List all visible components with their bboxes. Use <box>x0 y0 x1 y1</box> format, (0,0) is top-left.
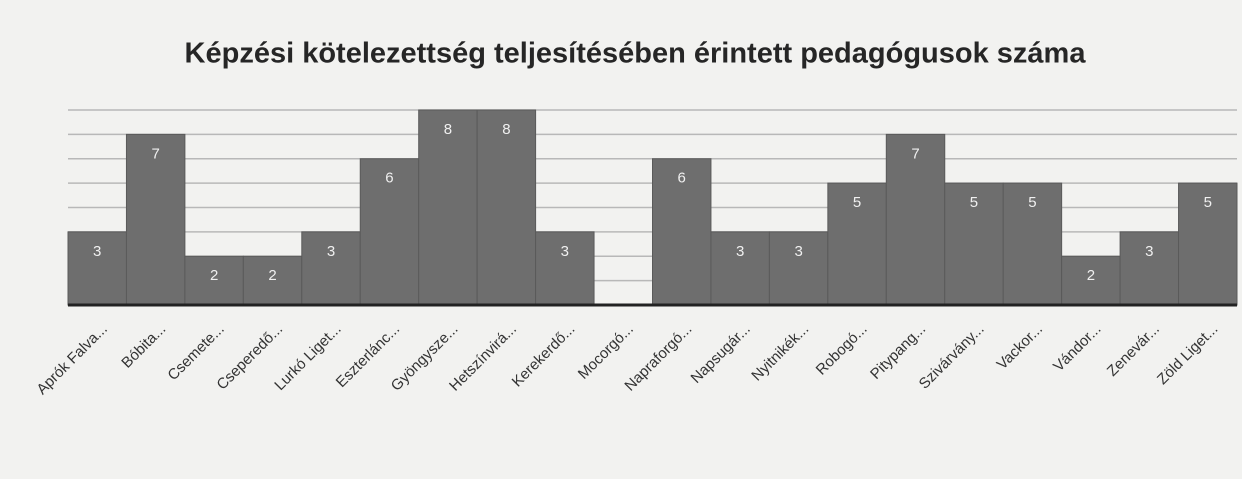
data-label: 2 <box>210 267 218 284</box>
bar <box>1119 231 1180 306</box>
data-label: 3 <box>93 243 101 260</box>
data-label: 3 <box>1145 243 1153 260</box>
data-label: 5 <box>1028 194 1036 211</box>
data-label: 8 <box>444 121 452 138</box>
data-label: 3 <box>736 243 744 260</box>
bar <box>1178 182 1238 306</box>
data-label: 6 <box>385 170 393 187</box>
bar <box>359 158 420 306</box>
bar <box>1002 182 1063 306</box>
bar <box>652 158 712 306</box>
data-label: 7 <box>911 145 919 162</box>
bar <box>768 231 829 306</box>
data-label: 3 <box>794 243 802 260</box>
bar <box>1061 255 1121 306</box>
bar <box>418 109 478 306</box>
bar <box>827 182 887 306</box>
bar <box>67 231 127 306</box>
data-label: 8 <box>502 121 510 138</box>
data-label: 7 <box>152 145 160 162</box>
bar <box>944 182 1004 306</box>
bar <box>710 231 770 306</box>
data-label: 2 <box>268 267 276 284</box>
data-label: 3 <box>561 243 569 260</box>
bar <box>535 231 595 306</box>
chart-title: Képzési kötelezettség teljesítésében éri… <box>185 38 1087 70</box>
data-label: 5 <box>1204 194 1212 211</box>
data-label: 3 <box>327 243 335 260</box>
data-label: 5 <box>970 194 978 211</box>
bar <box>125 133 186 306</box>
data-label: 2 <box>1087 267 1095 284</box>
bar <box>885 133 946 306</box>
data-label: 5 <box>853 194 861 211</box>
bar <box>476 109 537 306</box>
bar <box>242 255 303 306</box>
data-label: 6 <box>678 170 686 187</box>
